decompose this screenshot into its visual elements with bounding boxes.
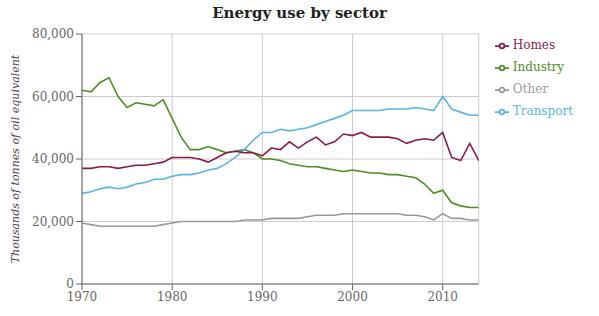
- svg-text:2010: 2010: [427, 290, 458, 304]
- svg-text:60,000: 60,000: [32, 90, 74, 104]
- svg-text:0: 0: [66, 277, 74, 291]
- svg-text:40,000: 40,000: [32, 152, 74, 166]
- html-text:Industry: Industry: [512, 60, 565, 74]
- svg-text:2000: 2000: [337, 290, 368, 304]
- svg-text:80,000: 80,000: [32, 27, 74, 41]
- html-text:Homes: Homes: [512, 38, 556, 52]
- svg-text:1990: 1990: [247, 290, 278, 304]
- svg-text:1970: 1970: [67, 290, 98, 304]
- html-text:Other: Other: [512, 82, 548, 96]
- svg-text:1980: 1980: [157, 290, 188, 304]
- svg-text:20,000: 20,000: [32, 215, 74, 229]
- svg-text:Thousands of tonnes of oil equ: Thousands of tonnes of oil equivalent: [9, 54, 22, 263]
- html-text:Transport: Transport: [512, 104, 573, 118]
- html-text:Energy use by sector: Energy use by sector: [212, 4, 387, 22]
